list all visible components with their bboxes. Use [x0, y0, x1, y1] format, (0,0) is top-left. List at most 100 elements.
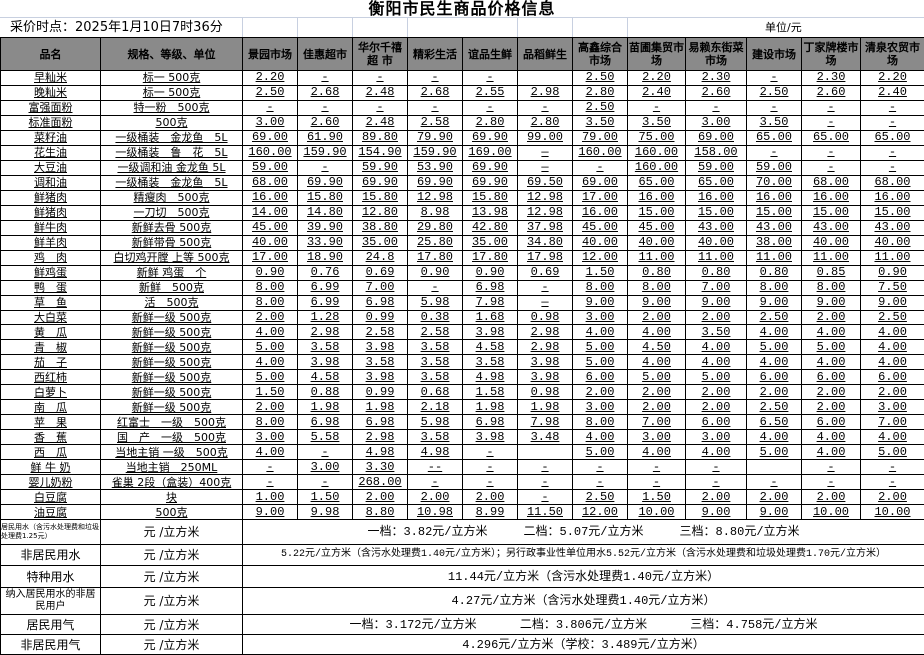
price-cell: 5.98	[408, 295, 463, 310]
price-cell: 4.58	[298, 370, 353, 385]
utility-unit: 元 /立方米	[101, 520, 243, 545]
product-spec: 国 产 一级 500克	[101, 430, 243, 445]
price-cell: 160.00	[628, 160, 686, 175]
price-cell: 154.90	[353, 145, 408, 160]
price-cell: 169.00	[463, 145, 518, 160]
product-name: 鸭 蛋	[1, 280, 101, 295]
price-cell: 43.00	[861, 220, 924, 235]
price-cell: -	[747, 71, 802, 86]
price-cell: 17.00	[573, 190, 628, 205]
price-cell: 16.00	[686, 190, 747, 205]
product-name: 油豆腐	[1, 505, 101, 520]
price-cell: 0.99	[353, 385, 408, 400]
price-cell: 25.80	[408, 235, 463, 250]
price-cell: 8.00	[573, 280, 628, 295]
price-cell: 1.98	[353, 400, 408, 415]
product-name: 西红柿	[1, 370, 101, 385]
price-cell: 2.58	[408, 325, 463, 340]
utility-unit: 元 /立方米	[101, 635, 243, 655]
utility-value: 一档：3.82元/立方米 二档：5.07元/立方米 三档：8.80元/立方米	[243, 520, 924, 545]
product-spec: 新鲜去骨 500克	[101, 220, 243, 235]
utility-name: 纳入居民用水的非居民用户	[1, 588, 101, 615]
gridline	[517, 18, 518, 37]
utility-value: 5.22元/立方米（含污水处理费1.40元/立方米）；另行政事业性单位用水5.5…	[243, 545, 924, 566]
price-cell: -	[802, 115, 861, 130]
product-spec: 一级桶装 金龙鱼 5L	[101, 130, 243, 145]
gridline	[242, 18, 243, 37]
table-row: 婴儿奶粉雀巢 2段（盒装）400克--268.00---------	[1, 475, 924, 490]
price-cell: 7.98	[518, 415, 573, 430]
price-cell: 2.58	[408, 115, 463, 130]
gridline	[352, 18, 353, 37]
price-cell: 65.00	[628, 175, 686, 190]
price-cell: 53.90	[408, 160, 463, 175]
product-spec: 新鲜 鸡蛋 个	[101, 265, 243, 280]
price-cell: 2.00	[802, 490, 861, 505]
price-cell: 8.00	[802, 280, 861, 295]
table-row: 富强面粉特一粉 500克------2.50-----	[1, 100, 924, 115]
price-cell: 9.00	[747, 295, 802, 310]
utility-unit: 元 /立方米	[101, 566, 243, 588]
price-cell: 2.00	[628, 310, 686, 325]
price-cell: -	[298, 100, 353, 115]
product-spec: 新鲜带骨 500克	[101, 235, 243, 250]
product-name: 早籼米	[1, 71, 101, 86]
price-cell: 3.58	[353, 355, 408, 370]
price-cell: 2.98	[518, 325, 573, 340]
price-cell: 0.99	[353, 310, 408, 325]
price-cell: 3.30	[353, 460, 408, 475]
product-name: 鲜 牛 奶	[1, 460, 101, 475]
price-cell: -	[243, 475, 298, 490]
price-cell: 9.00	[747, 505, 802, 520]
price-cell: -	[298, 160, 353, 175]
price-cell: 6.98	[463, 415, 518, 430]
price-cell	[747, 460, 802, 475]
product-spec: 新鲜一级 500克	[101, 370, 243, 385]
price-cell: 2.80	[573, 85, 628, 100]
price-cell: 68.00	[243, 175, 298, 190]
price-cell: 35.00	[463, 235, 518, 250]
price-cell: 3.00	[686, 115, 747, 130]
price-cell: -	[353, 71, 408, 86]
price-cell: -	[802, 160, 861, 175]
utility-value: 4.296元/立方米（学校：3.489元/立方米）	[243, 635, 924, 655]
price-cell: 4.00	[628, 325, 686, 340]
price-cell: 2.00	[463, 490, 518, 505]
price-cell: 12.00	[573, 250, 628, 265]
price-cell: 4.00	[747, 430, 802, 445]
price-cell: 6.00	[802, 370, 861, 385]
price-cell: 11.00	[747, 250, 802, 265]
price-cell: 8.99	[463, 505, 518, 520]
price-cell: 1.50	[298, 490, 353, 505]
product-spec: 新鲜一级 500克	[101, 385, 243, 400]
price-cell	[518, 445, 573, 460]
price-cell: 39.90	[298, 220, 353, 235]
product-spec: 一级调和油 金龙鱼 5L	[101, 160, 243, 175]
price-cell: 69.90	[463, 160, 518, 175]
price-cell: 2.60	[802, 85, 861, 100]
price-cell: 14.00	[243, 205, 298, 220]
price-cell: 2.00	[628, 385, 686, 400]
price-cell: 2.20	[628, 71, 686, 86]
price-cell: 6.00	[802, 415, 861, 430]
price-cell: 3.00	[573, 310, 628, 325]
utility-value: 一档：3.172元/立方米 二档：3.806元/立方米 三档：4.758元/立方…	[243, 615, 924, 635]
product-name: 花生油	[1, 145, 101, 160]
price-cell: 2.58	[353, 325, 408, 340]
price-cell: 70.00	[747, 175, 802, 190]
price-cell: 2.50	[747, 400, 802, 415]
price-cell: 2.50	[573, 100, 628, 115]
price-cell: -	[463, 445, 518, 460]
price-cell: 4.00	[802, 355, 861, 370]
product-spec: 一刀切 500克	[101, 205, 243, 220]
price-cell: 40.00	[628, 235, 686, 250]
price-cell: -	[861, 100, 924, 115]
utility-name: 非居民用水	[1, 545, 101, 566]
price-cell: 2.00	[686, 385, 747, 400]
unit-label: 单位/元	[765, 20, 802, 36]
price-cell: -	[463, 100, 518, 115]
price-cell: 1.50	[243, 385, 298, 400]
price-cell: -	[802, 100, 861, 115]
